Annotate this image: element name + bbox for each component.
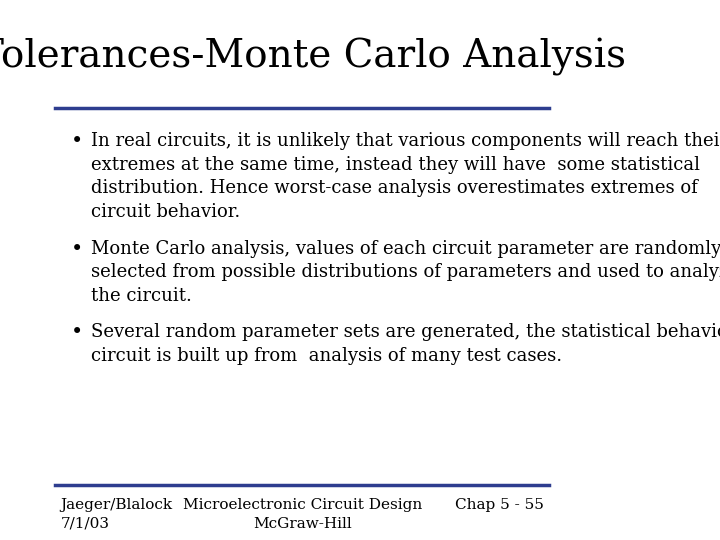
Text: Monte Carlo analysis, values of each circuit parameter are randomly
selected fro: Monte Carlo analysis, values of each cir…: [91, 240, 720, 305]
Text: •: •: [71, 323, 83, 342]
Text: Microelectronic Circuit Design
McGraw-Hill: Microelectronic Circuit Design McGraw-Hi…: [182, 498, 422, 531]
Text: •: •: [71, 240, 83, 259]
Text: Jaeger/Blalock
7/1/03: Jaeger/Blalock 7/1/03: [60, 498, 173, 531]
Text: •: •: [71, 132, 83, 151]
Text: Several random parameter sets are generated, the statistical behavior of
circuit: Several random parameter sets are genera…: [91, 323, 720, 365]
Text: Tolerances-Monte Carlo Analysis: Tolerances-Monte Carlo Analysis: [0, 38, 626, 76]
Text: In real circuits, it is unlikely that various components will reach their
extrem: In real circuits, it is unlikely that va…: [91, 132, 720, 221]
Text: Chap 5 - 55: Chap 5 - 55: [455, 498, 544, 512]
